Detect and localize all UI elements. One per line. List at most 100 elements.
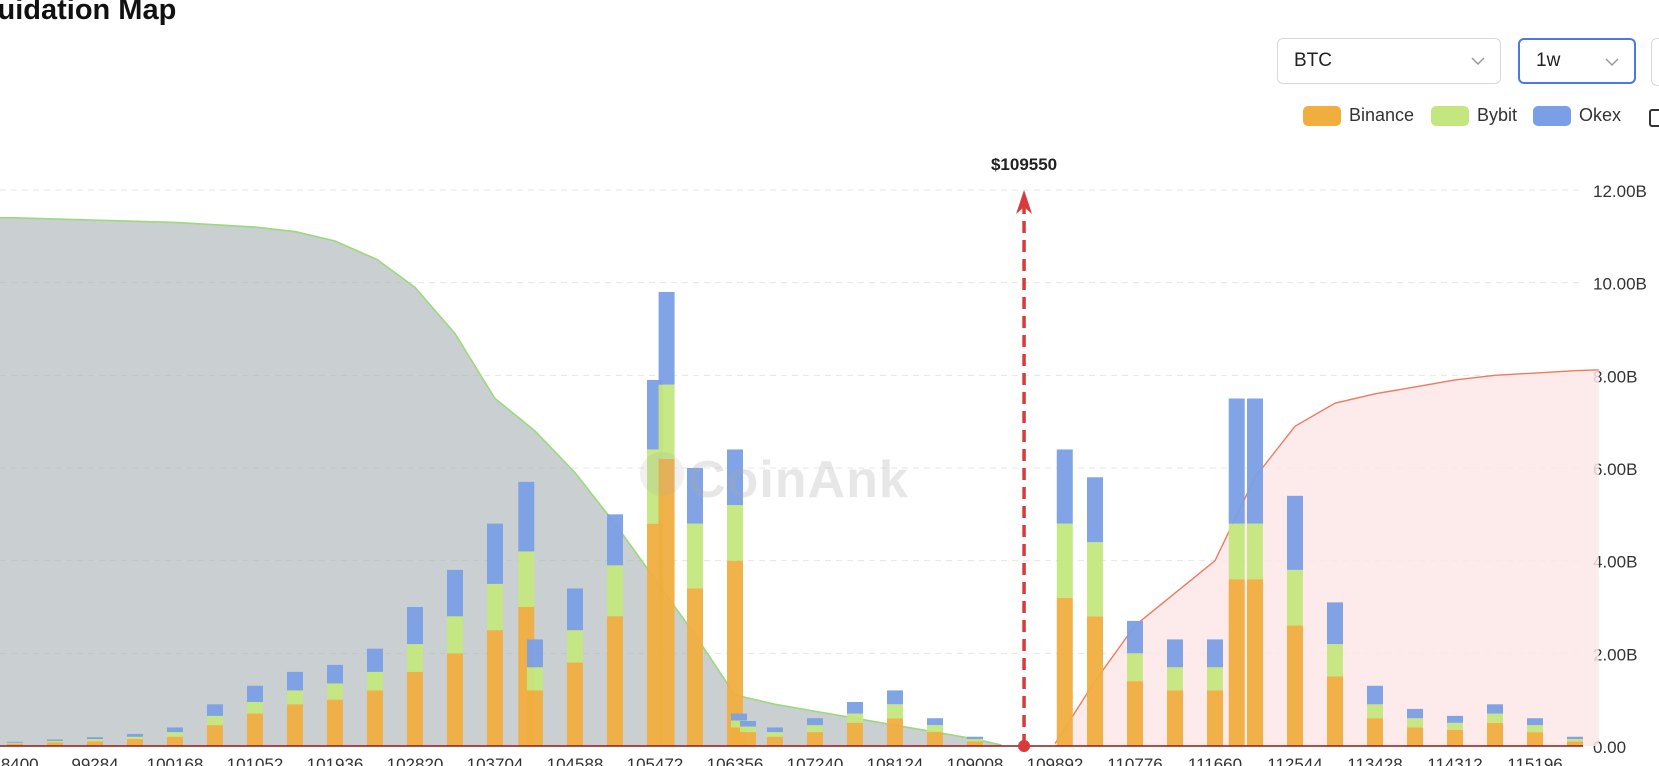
bar-bybit: [730, 720, 747, 728]
bar-okex: [687, 468, 703, 524]
bar-bybit: [767, 732, 783, 737]
y-tick-label: 6.00B: [1593, 460, 1637, 479]
legend-label-okex: Okex: [1579, 105, 1622, 125]
bar-bybit: [1228, 523, 1245, 580]
bar-bybit: [47, 740, 63, 743]
bar-okex: [1087, 477, 1103, 543]
bar-okex: [967, 736, 983, 740]
bar-okex: [327, 664, 343, 684]
bar-binance: [1127, 681, 1143, 746]
bar-okex: [407, 607, 423, 645]
bar-okex: [1447, 715, 1463, 723]
bar-binance: [1447, 729, 1463, 746]
bar-okex: [87, 737, 103, 740]
y-tick-label: 0.00: [1593, 738, 1626, 757]
bar-bybit: [687, 523, 703, 589]
bar-binance: [1287, 625, 1303, 746]
bar-binance: [207, 725, 223, 746]
legend-swatch-binance: [1303, 105, 1341, 126]
bar-okex: [127, 733, 143, 737]
legend-swatch-bybit: [1431, 105, 1469, 126]
bar-okex: [1247, 398, 1263, 524]
x-tick-label: 99284: [71, 755, 118, 766]
x-tick-label: 101052: [227, 755, 284, 766]
bar-bybit: [167, 732, 183, 737]
bar-binance: [447, 653, 463, 746]
bar-okex: [740, 720, 757, 727]
bar-binance: [287, 704, 303, 746]
bar-binance: [1207, 690, 1223, 746]
bar-binance: [1527, 732, 1543, 746]
bar-binance: [1367, 718, 1383, 746]
cumulative-short-area: [0, 217, 1002, 746]
bar-binance: [487, 630, 503, 746]
x-tick-label: 109008: [947, 755, 1004, 766]
bar-okex: [847, 701, 863, 714]
bar-bybit: [1287, 569, 1303, 626]
bar-binance: [927, 732, 943, 746]
legend-item-okex[interactable]: Okex: [1533, 105, 1621, 126]
y-tick-label: 12.00B: [1593, 182, 1647, 201]
bar-okex: [727, 449, 743, 506]
bar-bybit: [518, 551, 535, 607]
bar-okex: [367, 648, 383, 672]
bar-binance: [527, 690, 543, 746]
bar-bybit: [207, 715, 223, 726]
bar-binance: [1228, 579, 1245, 746]
bar-okex: [1327, 602, 1343, 645]
legend-item-binance[interactable]: Binance: [1303, 105, 1414, 126]
asset-select[interactable]: BTC: [1277, 38, 1501, 84]
legend-label-binance: Binance: [1349, 105, 1415, 125]
bar-bybit: [127, 736, 143, 740]
bar-okex: [7, 741, 23, 743]
more-button[interactable]: [1651, 38, 1659, 86]
bar-okex: [658, 291, 675, 385]
bar-binance: [1056, 597, 1073, 746]
bar-binance: [7, 743, 23, 746]
bar-binance: [658, 458, 675, 746]
bar-bybit: [287, 690, 303, 705]
x-tick-label: 106356: [707, 755, 764, 766]
bar-okex: [1287, 495, 1303, 570]
bar-bybit: [1487, 713, 1503, 723]
y-tick-label: 8.00B: [1593, 367, 1637, 386]
x-tick-label: 110776: [1107, 755, 1162, 766]
y-tick-label: 2.00B: [1593, 645, 1637, 664]
bar-okex: [767, 727, 783, 733]
bar-okex: [1567, 736, 1583, 740]
bar-okex: [807, 718, 823, 726]
bar-binance: [767, 736, 783, 746]
bar-binance: [727, 560, 743, 746]
bar-bybit: [727, 505, 743, 561]
bar-binance: [1167, 690, 1183, 746]
page-title: Liquidation Map: [0, 0, 177, 26]
bar-bybit: [1087, 542, 1103, 617]
bar-binance: [807, 732, 823, 746]
x-tick-label: 109892: [1027, 755, 1084, 766]
bar-bybit: [247, 701, 263, 714]
bar-bybit: [658, 384, 675, 459]
bar-binance: [1567, 741, 1583, 746]
bar-bybit: [407, 644, 423, 672]
bar-bybit: [847, 713, 863, 723]
bar-bybit: [87, 739, 103, 742]
x-tick-label: 111660: [1188, 755, 1242, 766]
bar-bybit: [1527, 725, 1543, 733]
x-tick-label: 104588: [547, 755, 604, 766]
bar-okex: [927, 718, 943, 726]
watermark-logo: [640, 452, 684, 496]
export-icon[interactable]: [1648, 106, 1659, 128]
current-price-label: $109550: [991, 155, 1057, 174]
bar-bybit: [740, 726, 757, 733]
x-tick-label: 101936: [307, 755, 364, 766]
bar-binance: [407, 671, 423, 746]
cumulative-long-area: [1055, 369, 1599, 746]
legend-item-bybit[interactable]: Bybit: [1431, 105, 1517, 126]
range-select[interactable]: 1w: [1518, 38, 1636, 84]
x-tick-label: 108124: [867, 755, 924, 766]
bar-binance: [47, 742, 63, 746]
bar-bybit: [1127, 653, 1143, 682]
bar-binance: [87, 741, 103, 746]
x-tick-label: 105472: [627, 755, 684, 766]
